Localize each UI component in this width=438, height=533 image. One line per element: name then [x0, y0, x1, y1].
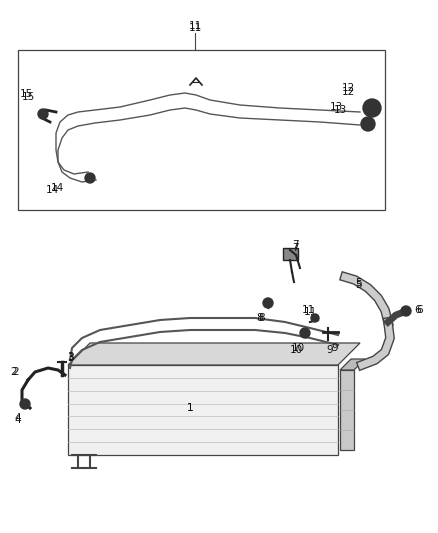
Text: 3: 3: [67, 353, 73, 363]
Text: 8: 8: [257, 313, 263, 323]
Circle shape: [85, 173, 95, 183]
Text: 13: 13: [333, 105, 346, 115]
Circle shape: [361, 117, 375, 131]
Circle shape: [263, 298, 273, 308]
Text: 2: 2: [11, 367, 18, 377]
Text: 11: 11: [188, 23, 201, 33]
Text: 10: 10: [290, 345, 303, 355]
Polygon shape: [340, 359, 365, 370]
Text: 3: 3: [67, 352, 73, 362]
Polygon shape: [283, 248, 298, 260]
Text: 15: 15: [19, 89, 32, 99]
Text: 14: 14: [50, 183, 64, 193]
Text: 4: 4: [15, 415, 21, 425]
Text: 10: 10: [291, 343, 304, 353]
Text: 6: 6: [415, 305, 421, 315]
Circle shape: [20, 399, 30, 409]
Text: 15: 15: [21, 92, 35, 102]
Text: 6: 6: [417, 305, 423, 315]
Text: 9: 9: [332, 343, 338, 353]
Text: 1: 1: [187, 403, 193, 413]
Text: 7: 7: [292, 240, 298, 250]
Text: 13: 13: [329, 102, 343, 112]
Circle shape: [363, 99, 381, 117]
Text: 9: 9: [327, 345, 333, 355]
Circle shape: [311, 314, 319, 322]
Circle shape: [300, 328, 310, 338]
Text: 4: 4: [15, 413, 21, 423]
Circle shape: [401, 306, 411, 316]
Text: 8: 8: [259, 313, 265, 323]
Polygon shape: [68, 365, 338, 455]
Text: 5: 5: [355, 278, 361, 288]
Text: 1: 1: [187, 403, 193, 413]
Text: 12: 12: [341, 83, 355, 93]
Text: 12: 12: [341, 87, 355, 97]
Text: 11: 11: [188, 21, 201, 31]
Polygon shape: [340, 370, 354, 450]
Text: 11: 11: [301, 305, 314, 315]
Circle shape: [38, 109, 48, 119]
Text: 11: 11: [304, 307, 317, 317]
Text: 14: 14: [46, 185, 59, 195]
Text: 5: 5: [355, 280, 361, 290]
Polygon shape: [68, 343, 360, 365]
Text: 7: 7: [292, 243, 298, 253]
Text: 2: 2: [13, 367, 19, 377]
